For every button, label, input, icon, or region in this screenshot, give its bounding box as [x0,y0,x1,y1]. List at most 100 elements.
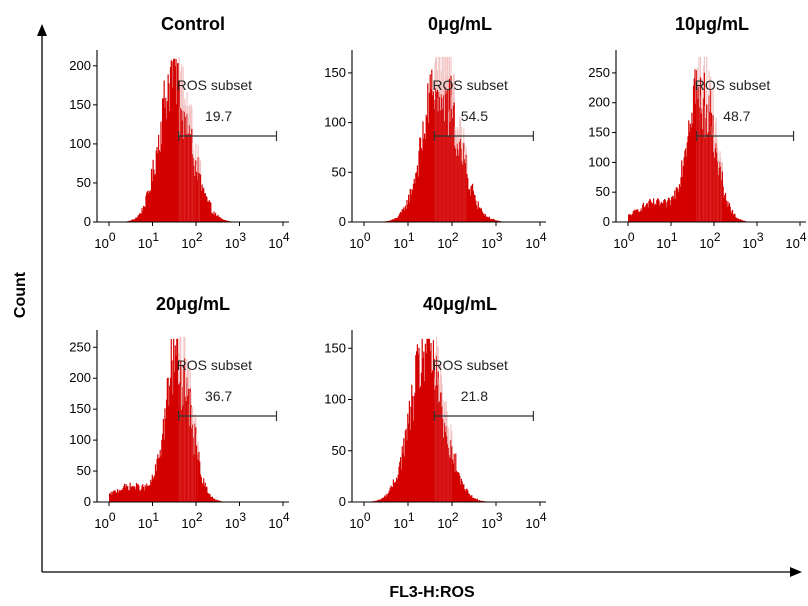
histogram-bin [724,192,727,222]
histogram-bin [699,77,702,222]
histogram-bin [172,394,174,502]
histogram-bin [169,67,172,222]
histogram-bin [164,408,166,502]
histogram-bin [419,388,421,502]
x-tick-label: 101 [138,510,159,531]
histogram-bin [444,86,446,222]
histogram-bin [408,400,410,502]
histogram-bin [192,424,194,502]
histogram-bin [488,217,490,222]
histogram-bin [219,217,221,222]
gate-value: 54.5 [461,108,488,124]
histogram-bin [374,500,376,502]
histogram-bin [480,208,482,222]
histogram-bin [739,219,741,222]
histogram-bin [426,338,428,502]
histogram-bin [413,178,415,222]
histogram-bin [112,490,115,502]
histogram-bin [643,206,645,222]
histogram-bin [444,422,446,502]
histogram-bin [692,85,695,222]
histogram-bin [431,372,433,502]
histogram-bin [169,377,172,502]
y-tick-label: 0 [339,494,346,509]
histogram-bin [153,478,155,502]
histogram-bin [695,103,697,222]
histogram-bin [165,418,167,502]
histogram-bin [202,189,204,222]
histogram-bin [631,214,634,222]
histogram-bin [672,195,674,222]
histogram-bin [638,212,640,222]
histogram-bin [635,209,637,222]
y-tick-label: 250 [588,65,610,80]
x-tick-label: 102 [437,230,458,251]
histogram-bin [693,78,695,223]
histogram-bin [716,152,718,222]
y-tick-label: 100 [588,154,610,169]
histogram-bin [731,209,734,222]
histogram-bin [205,195,207,222]
histogram-bin [427,83,429,222]
histogram-bin [160,456,162,502]
x-tick-label: 100 [613,230,634,251]
histogram-bin [156,458,158,502]
y-tick-label: 100 [324,392,346,407]
histogram-bin [400,211,402,222]
histogram-bin [494,220,496,222]
histogram-bin [137,484,139,502]
histogram-bin [743,220,745,222]
histogram-bin [148,485,150,502]
histogram-bin [210,202,212,222]
histogram-bin [471,185,473,222]
histogram-bin [177,62,179,223]
histogram-bin [186,377,188,502]
y-tick-label: 150 [69,401,91,416]
histogram-bin [439,401,441,502]
histogram-bin [439,96,441,222]
histogram-bin [411,194,413,222]
histogram-bin [452,105,454,222]
histogram-bin [729,206,731,222]
histogram-bin [456,143,458,222]
histogram-bin [428,92,430,222]
histogram-bin [183,365,185,502]
histogram-bin [476,209,478,222]
y-tick-label: 0 [84,214,91,229]
histogram-bin [185,401,187,502]
histogram-bin [665,202,667,222]
histogram-bin [440,110,442,222]
histogram-bin [472,190,474,222]
histogram-bin [454,145,456,222]
histogram-bin [157,454,159,502]
histogram-bin [401,446,403,502]
histogram-bin [427,338,429,502]
x-tick-label: 101 [138,230,159,251]
histogram-bin [489,218,491,222]
histogram-bin [430,342,432,502]
histogram-bin [742,220,744,222]
histogram-bin [651,203,653,222]
histogram-bin [469,495,471,502]
histogram-bin [207,201,209,222]
histogram-bin [473,194,475,222]
histogram-bin [398,215,400,222]
histogram-bin [161,98,164,222]
histogram-bin [735,217,738,222]
histogram-bin [476,498,478,502]
histogram-bin [734,213,736,222]
histogram-bin [493,219,495,222]
histogram-bin [142,211,144,222]
histogram-bin [435,88,437,222]
histogram-bin [380,499,382,502]
histogram-bin [167,377,169,502]
histogram-bin [467,490,469,502]
histogram-bin [703,72,706,222]
histogram-bin [163,80,165,223]
histogram-bin [159,449,161,502]
histogram-bin [142,484,144,502]
histogram-bin [728,202,731,222]
histogram-bin [129,482,131,502]
histogram-bin [196,445,198,502]
histogram-bin [434,389,436,502]
